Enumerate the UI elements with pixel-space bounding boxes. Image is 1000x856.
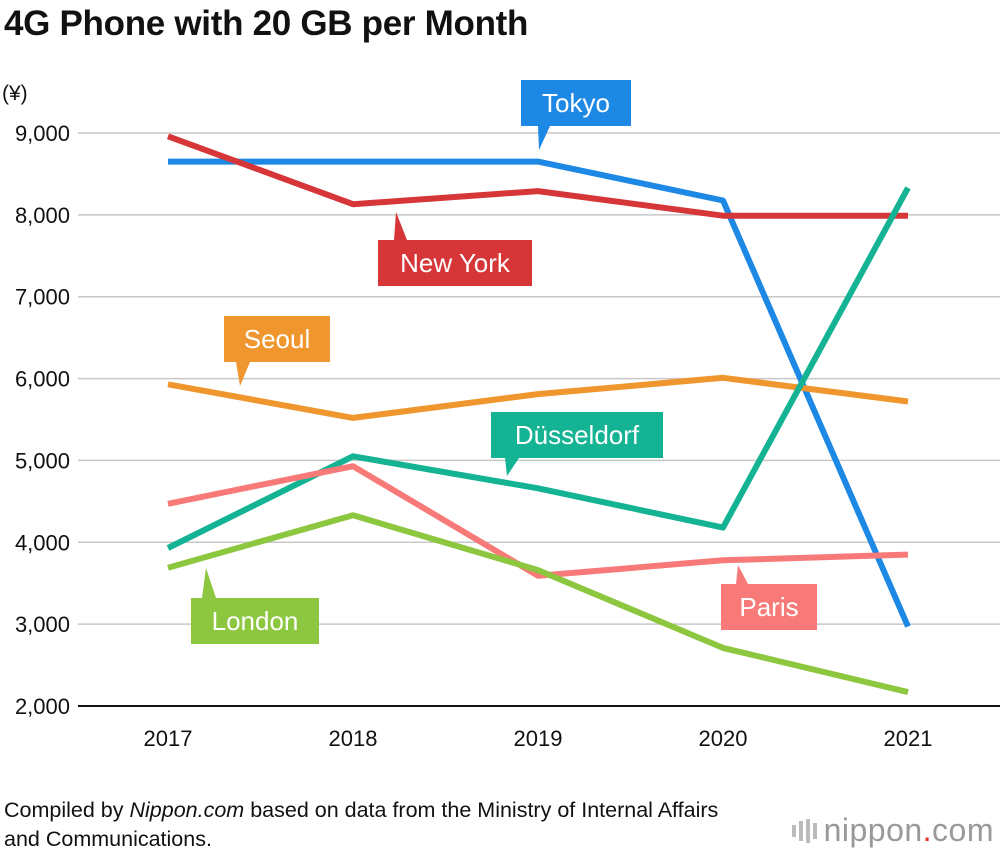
y-tick-label: 3,000 (15, 612, 70, 637)
source-site: Nippon.com (129, 798, 245, 822)
x-tick-label: 2019 (514, 726, 563, 751)
callout-pointer (394, 212, 407, 240)
chart-title: 4G Phone with 20 GB per Month (4, 4, 529, 43)
series-line-london (167, 512, 909, 696)
callout-pointer (505, 458, 519, 476)
series-line-paris (167, 463, 909, 579)
callout-d-sseldorf: Düsseldorf (491, 412, 663, 476)
series-line-tokyo (168, 158, 911, 628)
y-axis-ticks: 2,000 3,000 4,000 5,000 6,000 7,000 8,000 9,000 (15, 121, 70, 719)
series-labels: Tokyo New York Seoul Düsseldorf Paris London (191, 80, 817, 644)
series-line-seoul (167, 374, 909, 421)
y-tick-label: 6,000 (15, 367, 70, 392)
callout-paris: Paris (721, 565, 817, 630)
x-tick-label: 2017 (144, 726, 193, 751)
x-tick-label: 2018 (329, 726, 378, 751)
y-tick-label: 4,000 (15, 530, 70, 555)
series-label: Seoul (244, 324, 311, 354)
callout-pointer (736, 565, 748, 584)
series-label: Düsseldorf (515, 420, 640, 450)
y-axis-unit: (¥) (2, 82, 28, 105)
series-label: New York (400, 248, 511, 278)
line-chart: 2,000 3,000 4,000 5,000 6,000 7,000 8,000 9,000… (2, 80, 1000, 751)
y-tick-label: 5,000 (15, 448, 70, 473)
y-tick-label: 7,000 (15, 285, 70, 310)
callout-box (224, 316, 330, 362)
series-label: Paris (739, 592, 798, 622)
series-label: Tokyo (542, 88, 610, 118)
brand-tld: com (932, 812, 994, 848)
source-suffix: based on data from the Ministry of Inter… (4, 798, 719, 851)
source-prefix: Compiled by (4, 798, 130, 822)
callout-london: London (191, 568, 319, 644)
callout-new-york: New York (378, 212, 532, 286)
y-tick-label: 9,000 (15, 121, 70, 146)
brand-dot: . (922, 812, 933, 848)
series-label: London (212, 606, 299, 636)
logo-bars-icon (791, 814, 818, 851)
brand-name: nippon (823, 812, 923, 848)
brand-logo: nippon.com (791, 812, 994, 851)
callout-box (191, 598, 319, 644)
callout-pointer (236, 362, 250, 386)
x-tick-label: 2020 (699, 726, 748, 751)
callout-box (491, 412, 663, 458)
callout-seoul: Seoul (224, 316, 330, 386)
y-tick-label: 8,000 (15, 203, 70, 228)
x-axis-ticks: 2017 2018 2019 2020 2021 (144, 726, 933, 751)
callout-pointer (538, 126, 550, 150)
y-tick-label: 2,000 (15, 694, 70, 719)
series-lines (166, 133, 911, 696)
callout-box (378, 240, 532, 286)
x-tick-label: 2021 (884, 726, 933, 751)
callout-box (521, 80, 631, 126)
callout-box (721, 584, 817, 630)
series-line-new-york (166, 133, 908, 219)
source-note: Compiled by Nippon.com based on data fro… (4, 796, 724, 854)
series-line-d-sseldorf (166, 186, 911, 551)
callout-tokyo: Tokyo (521, 80, 631, 150)
callout-pointer (202, 568, 216, 598)
